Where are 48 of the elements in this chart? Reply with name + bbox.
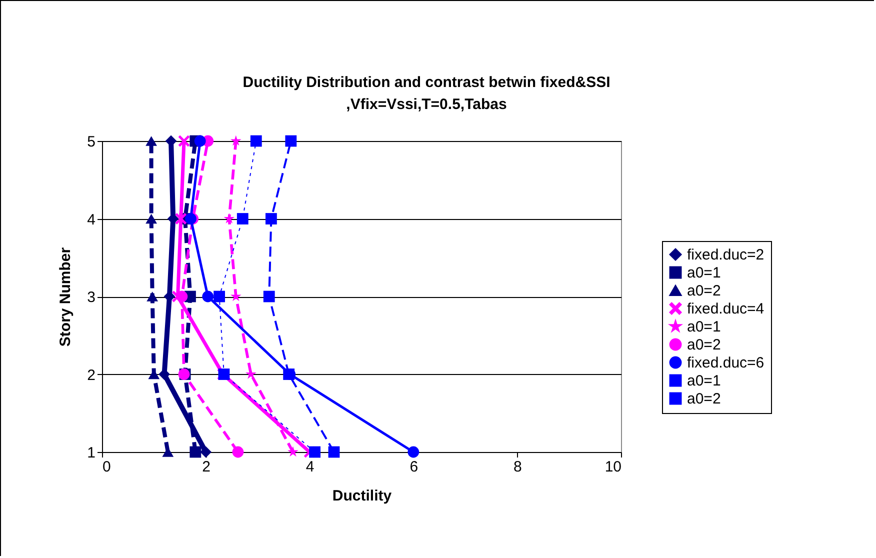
y-tick-label: 3: [87, 289, 96, 306]
x-tick-label: 4: [306, 458, 314, 476]
legend-label: a0=1: [687, 264, 721, 282]
point: [176, 290, 188, 302]
x-tick-label: 10: [604, 458, 622, 476]
y-tick-label: 2: [87, 366, 96, 384]
point: [146, 292, 158, 302]
legend-label: a0=2: [687, 390, 721, 408]
point: [288, 446, 298, 457]
x-tick-label: 0: [102, 458, 111, 476]
point: [214, 290, 225, 302]
point: [224, 213, 235, 224]
point: [250, 135, 262, 147]
point: [200, 446, 212, 458]
point: [146, 214, 158, 224]
point: [408, 446, 420, 458]
point: [263, 290, 275, 302]
legend-label: fixed.duc=6: [687, 354, 764, 372]
point: [194, 135, 206, 147]
point: [175, 213, 187, 224]
y-tick-label: 4: [87, 211, 96, 228]
legend-label: a0=2: [687, 336, 721, 354]
point: [230, 135, 242, 146]
point: [328, 446, 340, 458]
point: [202, 290, 214, 302]
x-tick-label: 2: [202, 458, 210, 476]
point: [246, 368, 256, 379]
y-tick-label: 1: [87, 444, 96, 462]
point: [190, 446, 202, 458]
point: [232, 446, 244, 458]
x-tick-label: 6: [410, 458, 418, 476]
y-tick-label: 5: [87, 134, 96, 150]
legend-label: a0=1: [687, 318, 721, 336]
point: [146, 136, 158, 146]
point: [236, 213, 248, 224]
chart-title: Ductility Distribution and contrast betwin fixed&SSI ,Vfix=Vssi,T=0.5,Tabas: [242, 74, 610, 113]
point: [265, 213, 277, 224]
legend-label: a0=2: [687, 282, 721, 300]
point: [309, 446, 320, 458]
point: [285, 135, 297, 147]
legend-label: fixed.duc=2: [687, 246, 764, 264]
point: [185, 213, 196, 224]
point: [178, 135, 190, 147]
x-tick-label: 8: [514, 458, 522, 476]
legend-label: fixed.duc=4: [687, 300, 764, 318]
y-axis-title: Story Number: [57, 247, 74, 347]
legend-label: a0=1: [687, 372, 721, 390]
x-axis-title: Ductility: [332, 488, 392, 504]
